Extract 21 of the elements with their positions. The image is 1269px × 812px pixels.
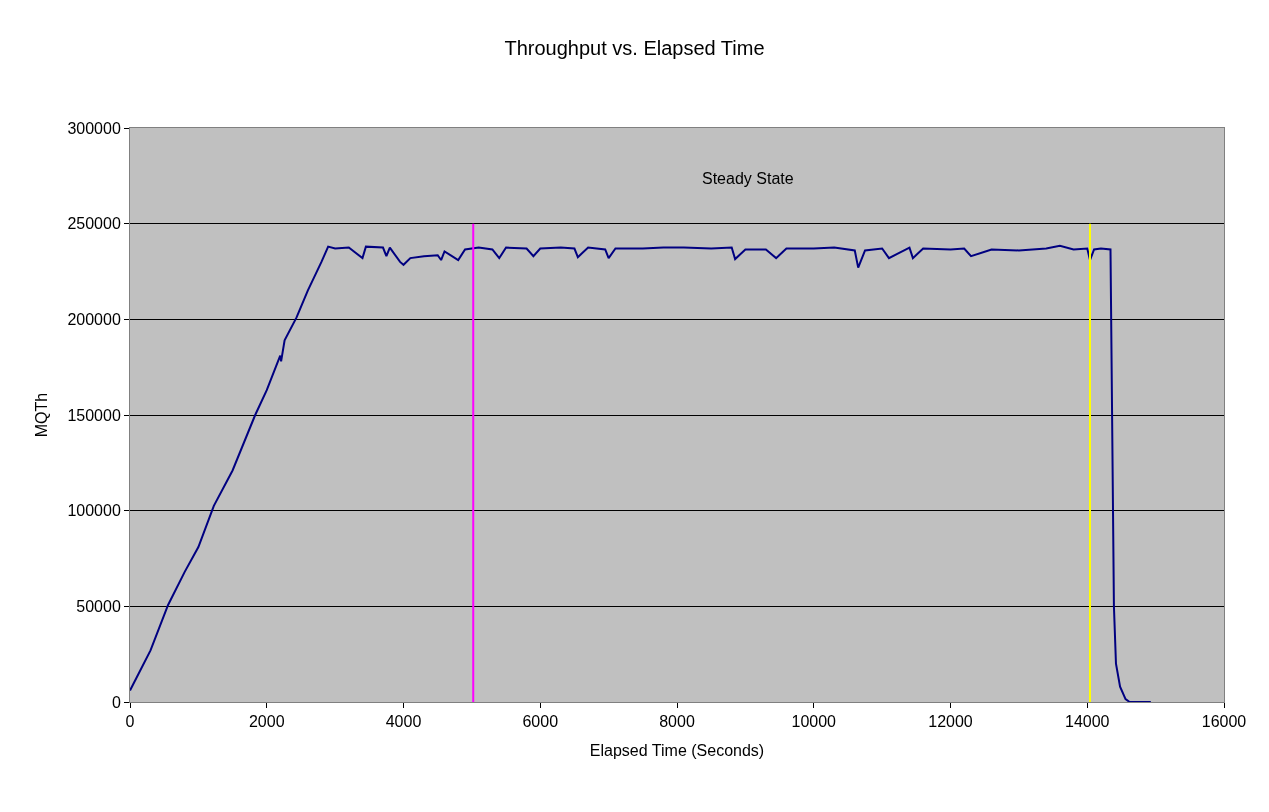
line-series: [130, 244, 1152, 702]
y-tick-label: 300000: [67, 119, 121, 137]
x-tick-label: 2000: [248, 713, 285, 731]
y-tick-label: 150000: [67, 406, 121, 424]
x-tick-label: 16000: [1201, 713, 1247, 731]
y-tick-label: 200000: [67, 310, 121, 328]
y-axis-title: MQTh: [33, 392, 51, 438]
x-tick-label: 8000: [659, 713, 695, 731]
y-tick-label: 100000: [67, 502, 121, 520]
y-tick-label: 50000: [76, 597, 121, 615]
annotation: Steady State: [702, 170, 794, 187]
x-tick-label: 14000: [1065, 713, 1110, 731]
chart-title: Throughput vs. Elapsed Time: [504, 36, 765, 59]
x-tick-label: 12000: [928, 713, 973, 731]
x-tick-label: 6000: [522, 713, 559, 731]
y-tick-label: 0: [111, 693, 121, 711]
x-tick-label: 4000: [385, 713, 422, 731]
y-tick-label: 250000: [67, 215, 121, 233]
x-tick-label: 0: [125, 713, 135, 731]
x-axis-title: Elapsed Time (Seconds): [589, 741, 765, 759]
x-tick-label: 10000: [791, 713, 837, 731]
